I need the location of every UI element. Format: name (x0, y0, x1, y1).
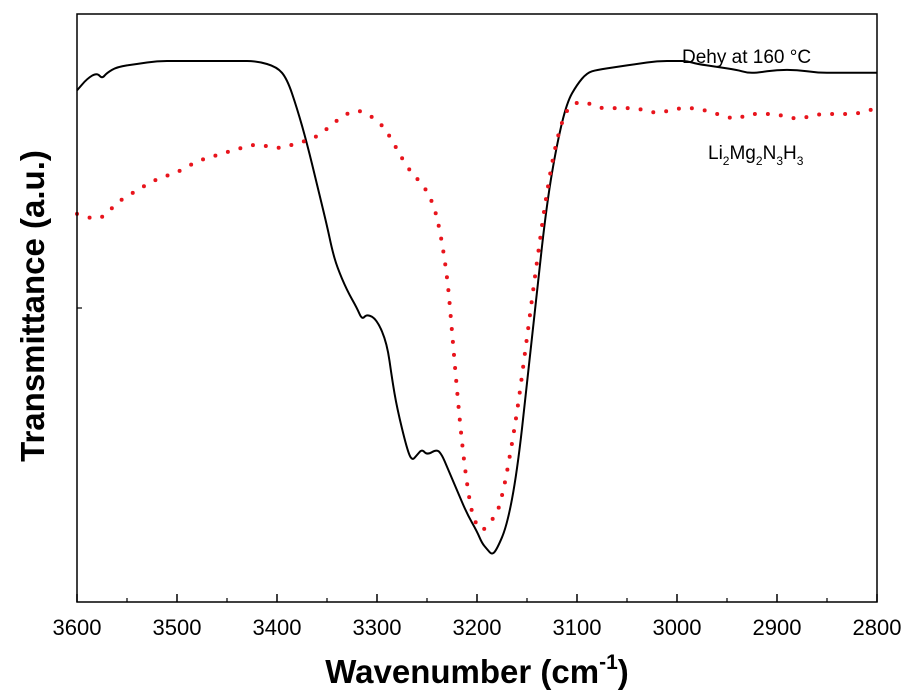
series-label-li2mg2n3h3: Li2Mg2N3H3 (708, 143, 804, 168)
x-tick-label: 3000 (653, 615, 702, 640)
series-line-dehy (76, 60, 877, 555)
x-tick-label: 3300 (353, 615, 402, 640)
x-tick-label: 2900 (753, 615, 802, 640)
x-tick-label: 2800 (853, 615, 902, 640)
x-tick-label: 3200 (453, 615, 502, 640)
x-tick-label: 3400 (253, 615, 302, 640)
x-axis-title-superscript: -1 (599, 651, 618, 674)
y-axis-title: Transmittance (a.u.) (14, 150, 51, 462)
x-tick-label: 3600 (53, 615, 102, 640)
x-axis-ticks (76, 594, 878, 602)
x-axis-tick-labels: 3600 3500 3400 3300 3200 3100 3000 2900 2800 (53, 615, 902, 640)
series-label-dehy: Dehy at 160 °C (682, 47, 811, 68)
x-tick-label: 3500 (153, 615, 202, 640)
plot-frame (76, 13, 878, 603)
x-axis-title-suffix: ) (618, 653, 629, 690)
x-tick-label: 3100 (553, 615, 602, 640)
x-axis-title: Wavenumber (cm-1) (325, 651, 629, 690)
plot-lines (75, 60, 879, 555)
x-axis-title-main: Wavenumber (cm (325, 653, 599, 690)
